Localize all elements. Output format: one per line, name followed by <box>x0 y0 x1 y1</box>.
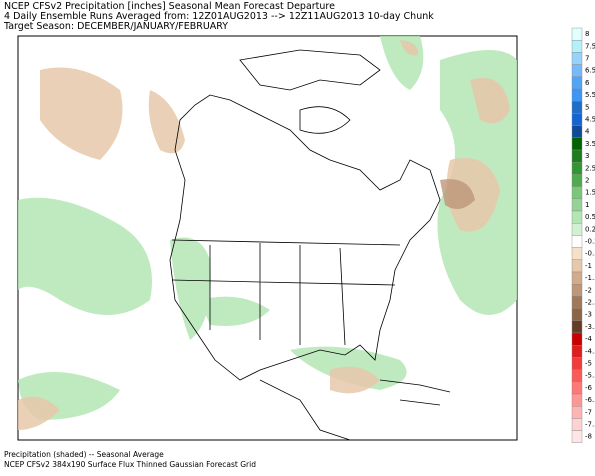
header-line: Target Season: DECEMBER/JANUARY/FEBRUARY <box>4 21 229 32</box>
colorbar-label: -2.5 <box>585 299 595 307</box>
colorbar-label: -5.5 <box>585 372 595 380</box>
colorbar-label: 4 <box>585 128 590 136</box>
header-line: 4 Daily Ensemble Runs Averaged from: 12Z… <box>4 11 434 22</box>
colorbar-label: 5 <box>585 103 589 111</box>
colorbar-swatch <box>571 357 583 370</box>
colorbar-swatch <box>571 247 583 261</box>
colorbar-swatch <box>571 259 583 273</box>
colorbar-label: -1 <box>585 262 592 270</box>
colorbar-label: -6 <box>585 384 593 392</box>
colorbar-label: 6 <box>585 79 590 87</box>
colorbar-swatch <box>571 198 583 212</box>
colorbar-label: -4 <box>585 335 593 343</box>
colorbar-swatch <box>571 161 583 175</box>
colorbar-swatch <box>571 222 583 236</box>
colorbar-label: 6.5 <box>585 67 595 75</box>
colorbar-swatch <box>571 149 583 163</box>
colorbar-swatch <box>571 345 583 358</box>
colorbar-swatch <box>571 27 583 41</box>
colorbar-label: -8 <box>585 433 592 441</box>
colorbar-label: 7 <box>585 55 589 63</box>
colorbar-label: -0.25 <box>585 238 595 246</box>
colorbar-swatch <box>571 40 583 53</box>
colorbar-swatch <box>571 332 583 346</box>
colorbar-swatch <box>571 296 583 309</box>
colorbar-swatch <box>571 320 583 334</box>
footer-line: NCEP CFSv2 384x190 Surface Flux Thinned … <box>4 460 256 469</box>
colorbar-swatch <box>571 393 583 407</box>
map-frame <box>17 35 518 441</box>
colorbar-swatch <box>571 52 583 65</box>
colorbar-swatch <box>571 125 583 138</box>
colorbar-swatch <box>571 430 583 444</box>
colorbar-swatch <box>571 418 583 431</box>
colorbar-label: -2 <box>585 286 592 294</box>
footer-line: Precipitation (shaded) -- Seasonal Avera… <box>4 450 164 459</box>
colorbar-swatch <box>571 174 583 187</box>
colorbar-label: -1.5 <box>585 274 595 282</box>
colorbar-swatch <box>571 186 583 200</box>
colorbar-label: -0.5 <box>585 250 595 258</box>
colorbar-label: 3 <box>585 152 589 160</box>
colorbar-label: 2.5 <box>585 164 595 172</box>
colorbar-label: -3 <box>585 311 592 319</box>
colorbar-label: 0.5 <box>585 213 595 221</box>
colorbar-label: 5.5 <box>585 91 595 99</box>
colorbar-label: -6.5 <box>585 396 595 404</box>
colorbar-swatch <box>571 235 583 248</box>
colorbar-label: -3.5 <box>585 323 595 331</box>
colorbar-swatch <box>571 76 583 90</box>
colorbar-swatch <box>571 284 583 297</box>
colorbar-swatch <box>571 271 583 285</box>
colorbar-label: -5 <box>585 360 592 368</box>
colorbar-label: -7 <box>585 408 592 416</box>
colorbar-swatch <box>571 381 583 395</box>
header-line: NCEP CFSv2 Precipitation [inches] Season… <box>4 1 335 12</box>
colorbar-label: 3.5 <box>585 140 595 148</box>
colorbar: 8 7.5 7 6.5 6 5.5 5 4.5 4 3.5 3 2.5 2 1.5 1 0.5 0.25 -0.2… <box>571 27 595 444</box>
colorbar-label: 2 <box>585 177 589 185</box>
colorbar-swatch <box>571 88 583 102</box>
colorbar-swatch <box>571 137 583 151</box>
colorbar-swatch <box>571 113 583 126</box>
colorbar-swatch <box>571 64 583 77</box>
colorbar-label: 1.5 <box>585 189 595 197</box>
colorbar-label: 4.5 <box>585 116 595 124</box>
colorbar-swatch <box>571 369 583 383</box>
colorbar-label: 8 <box>585 30 589 38</box>
colorbar-label: 1 <box>585 201 589 209</box>
colorbar-label: 0.25 <box>585 225 595 233</box>
colorbar-swatch <box>571 308 583 322</box>
colorbar-swatch <box>571 406 583 419</box>
colorbar-label: 7.5 <box>585 42 595 50</box>
colorbar-label: -7.5 <box>585 421 595 429</box>
colorbar-label: -4.5 <box>585 347 595 355</box>
colorbar-swatch <box>571 210 583 224</box>
colorbar-swatch <box>571 100 583 114</box>
